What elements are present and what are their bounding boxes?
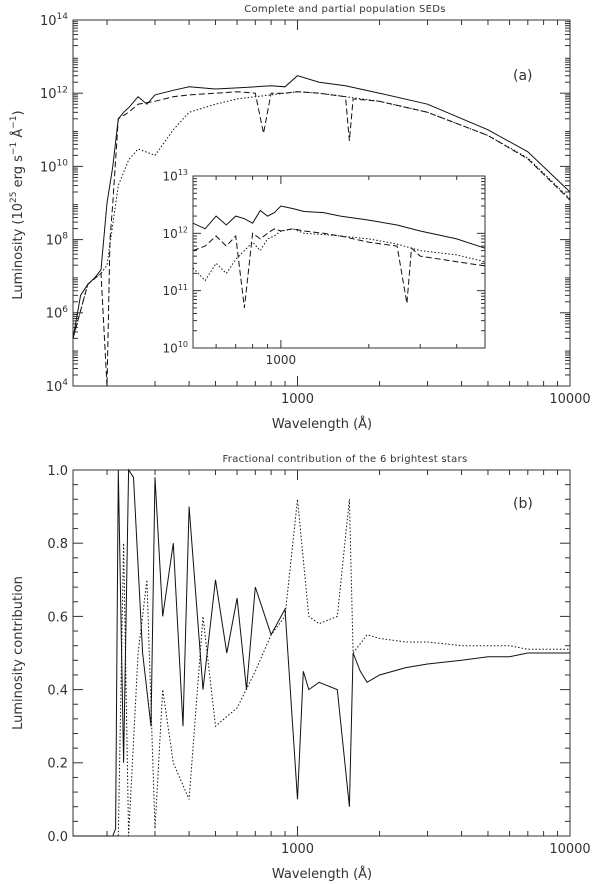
- panel-a-y-label-part1: Luminosity (10: [11, 203, 26, 300]
- panel-b-x-label: Wavelength (Å): [272, 866, 372, 882]
- inset-x-ticks: 1000: [215, 176, 458, 367]
- panel-a-x-ticks: 1000 10000: [106, 20, 591, 407]
- panel-b: Fractional contribution of the 6 brighte…: [11, 454, 591, 882]
- panel-b-frame: [72, 469, 571, 837]
- panel-a-y-label-exp1: 25: [9, 191, 19, 202]
- y-tick-base: 10: [40, 87, 57, 102]
- y-tick-base: 10: [40, 160, 57, 175]
- y-tick-label: 0.2: [47, 757, 68, 772]
- series-line-dotted: [192, 228, 486, 282]
- y-tick-label: 1010: [163, 340, 188, 355]
- panel-b-y-label: Luminosity contribution: [11, 576, 26, 730]
- x-tick-label: 10000: [549, 842, 590, 857]
- y-tick-base: 10: [163, 170, 178, 184]
- y-tick-base: 10: [163, 342, 178, 356]
- inset-frame: [192, 175, 486, 349]
- y-tick-exp: 10: [57, 158, 69, 168]
- panel-a-series: [72, 75, 571, 387]
- y-tick-label: 1010: [40, 158, 68, 175]
- y-tick-label: 1012: [163, 225, 188, 240]
- y-tick-label: 104: [46, 378, 69, 395]
- series-line-dashed: [72, 91, 571, 387]
- y-tick-exp: 11: [178, 283, 188, 292]
- inset-series: [192, 205, 486, 308]
- series-line-dotted: [72, 91, 571, 339]
- panel-a-y-label-part4: ): [11, 110, 26, 115]
- y-tick-base: 10: [46, 380, 63, 395]
- panel-b-label: (b): [513, 496, 533, 512]
- y-tick-exp: 14: [57, 12, 69, 22]
- y-tick-base: 10: [163, 284, 178, 298]
- series-line-dotted: [73, 499, 570, 837]
- y-tick-exp: 6: [62, 305, 68, 315]
- y-tick-base: 10: [163, 227, 178, 241]
- y-tick-label: 1012: [40, 85, 68, 102]
- y-tick-label: 0.8: [47, 537, 68, 552]
- y-tick-label: 108: [46, 232, 69, 249]
- series-line-solid: [72, 75, 571, 339]
- panel-a: Complete and partial population SEDs (a)…: [9, 4, 591, 432]
- series-line-solid: [73, 468, 570, 837]
- panel-a-y-label-exp2: −1: [9, 142, 19, 155]
- panel-a-label: (a): [513, 68, 533, 84]
- x-tick-label: 10000: [549, 392, 590, 407]
- y-tick-base: 10: [46, 234, 63, 249]
- panel-b-x-ticks: 1000 10000: [106, 470, 591, 857]
- panel-a-x-label: Wavelength (Å): [272, 416, 372, 432]
- y-tick-exp: 8: [62, 232, 68, 242]
- y-tick-exp: 4: [62, 378, 68, 388]
- panel-a-y-label-part3: Å: [10, 129, 26, 142]
- y-tick-label: 1011: [163, 283, 188, 298]
- y-tick-exp: 13: [178, 168, 188, 177]
- y-tick-label: 0.6: [47, 610, 68, 625]
- series-line-solid: [192, 205, 486, 249]
- y-tick-base: 10: [46, 307, 63, 322]
- y-tick-label: 106: [46, 305, 69, 322]
- y-tick-label: 0.0: [47, 830, 68, 845]
- x-tick-label: 1000: [266, 353, 297, 367]
- panel-a-title: Complete and partial population SEDs: [244, 4, 446, 15]
- panel-b-title: Fractional contribution of the 6 brighte…: [222, 454, 467, 465]
- panel-a-y-label-exp3: −1: [9, 115, 19, 128]
- y-tick-label: 0.4: [47, 684, 68, 699]
- y-tick-label: 1.0: [47, 464, 68, 479]
- y-tick-exp: 10: [178, 340, 188, 349]
- y-tick-exp: 12: [57, 85, 68, 95]
- panel-a-y-label-part2: erg s: [11, 155, 26, 192]
- y-tick-base: 10: [40, 14, 57, 29]
- y-tick-label: 1013: [163, 168, 188, 183]
- y-tick-exp: 12: [178, 225, 188, 234]
- y-tick-label: 1014: [40, 12, 68, 29]
- panel-a-y-label: Luminosity (1025 erg s−1 Å−1): [9, 110, 26, 299]
- x-tick-label: 1000: [281, 842, 314, 857]
- panel-a-frame: [72, 19, 571, 387]
- x-tick-label: 1000: [281, 392, 314, 407]
- panel-b-series: [73, 468, 570, 837]
